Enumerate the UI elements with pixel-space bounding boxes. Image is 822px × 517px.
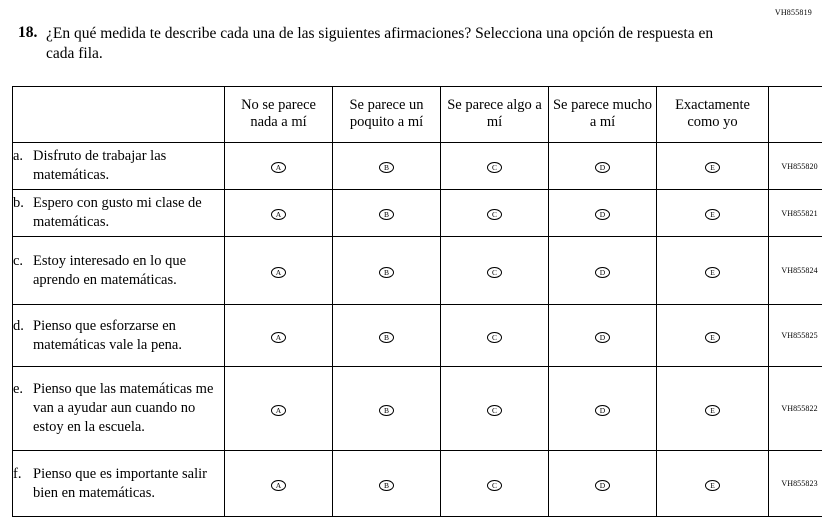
option-a-row-d[interactable]: A xyxy=(225,305,333,367)
option-b-row-c[interactable]: B xyxy=(333,237,441,305)
row-letter: f. xyxy=(13,465,33,484)
table-row: d. Pienso que esforzarse en matemáticas … xyxy=(13,305,822,367)
row-stem-c: c. Estoy interesado en lo que aprendo en… xyxy=(13,237,225,305)
radio-bubble[interactable]: A xyxy=(271,162,286,173)
radio-bubble[interactable]: C xyxy=(487,267,502,278)
radio-bubble[interactable]: A xyxy=(271,405,286,416)
radio-bubble[interactable]: C xyxy=(487,480,502,491)
table-row: a. Disfruto de trabajar las matemáticas.… xyxy=(13,143,822,190)
option-d-row-d[interactable]: D xyxy=(549,305,657,367)
option-c-row-c[interactable]: C xyxy=(441,237,549,305)
row-stem-a: a. Disfruto de trabajar las matemáticas. xyxy=(13,143,225,190)
row-code-d: VH855825 xyxy=(769,305,822,367)
page-item-code: VH855819 xyxy=(775,8,812,17)
header-option-1: No se parece nada a mí xyxy=(225,87,333,143)
option-e-row-e[interactable]: E xyxy=(657,367,769,451)
radio-bubble[interactable]: B xyxy=(379,405,394,416)
option-a-row-a[interactable]: A xyxy=(225,143,333,190)
row-code-a: VH855820 xyxy=(769,143,822,190)
option-d-row-e[interactable]: D xyxy=(549,367,657,451)
row-letter: c. xyxy=(13,252,33,271)
radio-bubble[interactable]: E xyxy=(705,209,720,220)
row-text: Pienso que es importante salir bien en m… xyxy=(33,465,224,503)
row-code-b: VH855821 xyxy=(769,190,822,237)
row-stem-e: e. Pienso que las matemáticas me van a a… xyxy=(13,367,225,451)
radio-bubble[interactable]: C xyxy=(487,162,502,173)
header-option-4: Se parece mucho a mí xyxy=(549,87,657,143)
row-stem-d: d. Pienso que esforzarse en matemáticas … xyxy=(13,305,225,367)
option-a-row-b[interactable]: A xyxy=(225,190,333,237)
row-text: Disfruto de trabajar las matemáticas. xyxy=(33,147,224,185)
header-stem xyxy=(13,87,225,143)
radio-bubble[interactable]: A xyxy=(271,267,286,278)
header-code xyxy=(769,87,822,143)
radio-bubble[interactable]: D xyxy=(595,405,610,416)
option-b-row-b[interactable]: B xyxy=(333,190,441,237)
radio-bubble[interactable]: B xyxy=(379,267,394,278)
radio-bubble[interactable]: E xyxy=(705,162,720,173)
option-d-row-c[interactable]: D xyxy=(549,237,657,305)
table-row: b. Espero con gusto mi clase de matemáti… xyxy=(13,190,822,237)
response-matrix: No se parece nada a mí Se parece un poqu… xyxy=(12,86,822,517)
option-e-row-a[interactable]: E xyxy=(657,143,769,190)
row-text: Pienso que esforzarse en matemáticas val… xyxy=(33,317,224,355)
option-c-row-a[interactable]: C xyxy=(441,143,549,190)
radio-bubble[interactable]: A xyxy=(271,209,286,220)
row-code-e: VH855822 xyxy=(769,367,822,451)
radio-bubble[interactable]: B xyxy=(379,209,394,220)
option-b-row-e[interactable]: B xyxy=(333,367,441,451)
option-c-row-d[interactable]: C xyxy=(441,305,549,367)
option-b-row-a[interactable]: B xyxy=(333,143,441,190)
row-text: Estoy interesado en lo que aprendo en ma… xyxy=(33,252,224,290)
radio-bubble[interactable]: A xyxy=(271,332,286,343)
radio-bubble[interactable]: B xyxy=(379,162,394,173)
header-option-3: Se parece algo a mí xyxy=(441,87,549,143)
question-block: 18. ¿En qué medida te describe cada una … xyxy=(14,24,734,65)
row-letter: a. xyxy=(13,147,33,166)
row-letter: b. xyxy=(13,194,33,213)
option-c-row-b[interactable]: C xyxy=(441,190,549,237)
radio-bubble[interactable]: C xyxy=(487,209,502,220)
radio-bubble[interactable]: D xyxy=(595,162,610,173)
radio-bubble[interactable]: B xyxy=(379,480,394,491)
option-b-row-d[interactable]: B xyxy=(333,305,441,367)
header-option-5: Exactamente como yo xyxy=(657,87,769,143)
matrix-header-row: No se parece nada a mí Se parece un poqu… xyxy=(13,87,822,143)
row-text: Pienso que las matemáticas me van a ayud… xyxy=(33,380,224,437)
option-e-row-c[interactable]: E xyxy=(657,237,769,305)
option-d-row-b[interactable]: D xyxy=(549,190,657,237)
radio-bubble[interactable]: E xyxy=(705,405,720,416)
row-text: Espero con gusto mi clase de matemáticas… xyxy=(33,194,224,232)
radio-bubble[interactable]: A xyxy=(271,480,286,491)
radio-bubble[interactable]: E xyxy=(705,267,720,278)
option-e-row-d[interactable]: E xyxy=(657,305,769,367)
radio-bubble[interactable]: E xyxy=(705,480,720,491)
option-d-row-a[interactable]: D xyxy=(549,143,657,190)
radio-bubble[interactable]: D xyxy=(595,267,610,278)
radio-bubble[interactable]: C xyxy=(487,332,502,343)
row-letter: d. xyxy=(13,317,33,336)
row-stem-b: b. Espero con gusto mi clase de matemáti… xyxy=(13,190,225,237)
table-row: c. Estoy interesado en lo que aprendo en… xyxy=(13,237,822,305)
radio-bubble[interactable]: C xyxy=(487,405,502,416)
option-a-row-e[interactable]: A xyxy=(225,367,333,451)
radio-bubble[interactable]: D xyxy=(595,480,610,491)
header-option-2: Se parece un poquito a mí xyxy=(333,87,441,143)
option-a-row-c[interactable]: A xyxy=(225,237,333,305)
row-code-c: VH855824 xyxy=(769,237,822,305)
option-c-row-e[interactable]: C xyxy=(441,367,549,451)
radio-bubble[interactable]: E xyxy=(705,332,720,343)
question-text: ¿En qué medida te describe cada una de l… xyxy=(46,24,734,65)
question-number: 18. xyxy=(14,24,46,42)
radio-bubble[interactable]: D xyxy=(595,332,610,343)
table-row: e. Pienso que las matemáticas me van a a… xyxy=(13,367,822,451)
radio-bubble[interactable]: B xyxy=(379,332,394,343)
row-letter: e. xyxy=(13,380,33,399)
radio-bubble[interactable]: D xyxy=(595,209,610,220)
option-e-row-b[interactable]: E xyxy=(657,190,769,237)
matrix-table: No se parece nada a mí Se parece un poqu… xyxy=(12,86,822,517)
